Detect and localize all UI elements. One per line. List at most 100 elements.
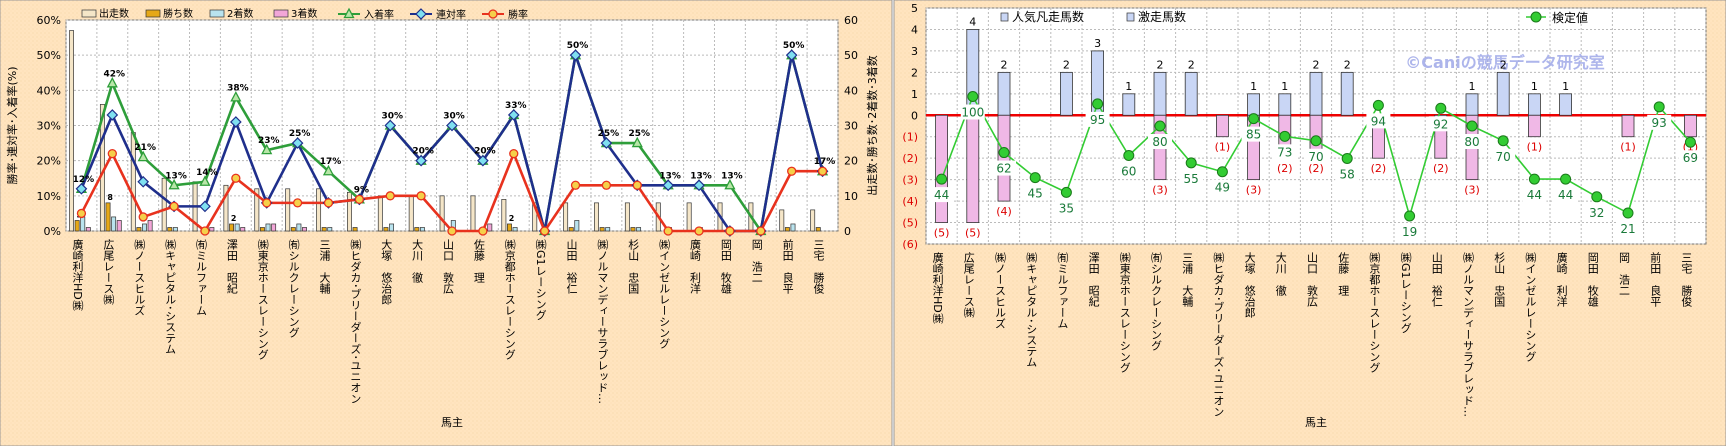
chart2-bar-popular	[1278, 93, 1292, 116]
chart2-value-label: 80	[1464, 135, 1479, 149]
chart1-marker	[415, 154, 427, 167]
chart1-legend-marker	[343, 7, 355, 19]
chart1-bar-0	[377, 195, 383, 232]
chart1-marker	[137, 175, 150, 188]
chart2-y-tick: (2)	[902, 152, 918, 165]
chart2-marker	[1404, 210, 1416, 222]
chart2-marker	[1435, 102, 1447, 114]
chart2-value-label: 49	[1215, 181, 1230, 195]
chart1-bar-0	[347, 191, 352, 232]
chart2-value-label: 70	[1308, 150, 1323, 164]
chart1-bar-1	[229, 223, 234, 232]
chart1-bar-0	[69, 30, 74, 232]
chart1-category-label: 杉山 忠国	[627, 238, 640, 295]
chart2-bottom-label: (1)	[1620, 141, 1636, 154]
chart1-marker	[291, 137, 304, 149]
chart1-bar-1	[167, 227, 173, 232]
chart1-ylabel-left: 勝率･連対率･入着率(%)	[5, 66, 19, 184]
chart1-category-label: ㈱G1レーシング	[534, 239, 547, 321]
chart2-value-box	[1335, 166, 1360, 182]
chart1-point-label: 25%	[629, 129, 651, 139]
chart2-value-box	[1678, 150, 1703, 166]
chart1-legend-label: 出走数	[99, 7, 129, 20]
chart1-marker	[261, 143, 273, 155]
chart1-bar-2	[605, 227, 611, 232]
chart2-value-box	[1584, 204, 1609, 220]
chart1-marker	[477, 154, 489, 167]
chart1-yleft-tick: 20%	[37, 155, 61, 168]
chart2-category-label: 広尾レース㈱	[962, 252, 975, 318]
chart1-bar-1	[383, 227, 389, 232]
chart1-bar-0	[594, 202, 599, 232]
chart1-marker	[693, 179, 705, 192]
chart2-category-label: 大塚 悠治郎	[1243, 251, 1256, 318]
chart1-bar-0	[161, 177, 167, 232]
chart1-bar-2	[512, 227, 518, 232]
chart2-marker	[1279, 130, 1291, 142]
chart2-category-label: 大川 徹	[1274, 251, 1287, 296]
chart1-bar-2	[265, 223, 271, 232]
chart2-marker	[1185, 157, 1197, 169]
chart2-top-label: 2	[1313, 58, 1320, 71]
chart1-bar-1	[74, 220, 80, 232]
chart1-ylabel-right: 出走数･勝ち数･2着数･3着数	[865, 55, 879, 196]
chart2-category-label: ㈲ミルファーム	[1056, 252, 1069, 329]
chart2-value-label: 70	[1496, 150, 1511, 164]
chart1-marker	[817, 166, 828, 176]
chart2-marker	[1466, 120, 1478, 132]
chart1-category-label: ㈱ヒダカ･ブリーダーズ･ユニオン	[349, 239, 362, 404]
chart1-bar-3	[302, 227, 307, 232]
chart2-top-label: 1	[1281, 80, 1288, 93]
chart1-marker	[632, 180, 642, 190]
chart2-bar-upset	[1216, 114, 1229, 138]
chart2-marker	[1528, 173, 1540, 185]
chart2-marker	[1310, 135, 1322, 147]
chart2-y-tick: 2	[911, 66, 918, 79]
chart1-legend-label: 連対率	[436, 8, 466, 21]
chart2-bar-popular	[997, 71, 1011, 116]
chart2-marker	[1248, 113, 1260, 125]
chart2-category-label: ㈱東京ホースレーシング	[1118, 252, 1131, 373]
chart2-value-box	[992, 160, 1016, 176]
chart2-marker	[1653, 101, 1665, 113]
chart2-value-label: 92	[1433, 117, 1448, 131]
chart1-legend-label: 勝率	[508, 8, 528, 21]
chart1-marker	[169, 201, 179, 212]
chart1-marker	[785, 49, 798, 62]
chart1-bar-label: 8	[107, 193, 113, 202]
chart1-bar-1	[105, 202, 111, 232]
chart1-legend-swatch	[81, 9, 97, 18]
chart2-top-label: 2	[1063, 58, 1070, 71]
chart1-legend: 出走数 勝ち数 2着数 3着数 入着率 連対率 勝率	[81, 7, 528, 21]
chart1-category-label: ㈲ミルファーム	[194, 239, 207, 316]
chart2-top-label: 1	[1125, 80, 1132, 93]
chart1-marker	[631, 136, 643, 148]
chart2-value-label: 35	[1059, 201, 1074, 215]
chart2-value-label: 95	[1090, 113, 1105, 127]
chart2-top-label: 2	[1001, 58, 1008, 71]
chart1-bar-1	[321, 227, 327, 232]
chart2-value-box	[1241, 126, 1266, 142]
chart2-category-label: 廣崎利洋HD㈱	[931, 251, 944, 324]
chart2-marker	[1591, 191, 1603, 203]
chart1-point-label: 13%	[721, 171, 743, 181]
chart2-category-label: ㈲シルクレーシング	[1150, 252, 1163, 351]
chart2-top-label: 1	[1250, 80, 1257, 93]
chart2-bottom-label: (2)	[1277, 162, 1293, 175]
chart2-value-label: 73	[1277, 145, 1292, 159]
chart2-bar-popular	[1122, 93, 1136, 116]
chart2-value-box	[1148, 134, 1172, 149]
chart2-value-label: 94	[1371, 114, 1386, 128]
chart1-point-label: 13%	[165, 171, 187, 181]
chart1-marker	[787, 166, 797, 176]
chart1-bar-label: 2	[231, 214, 237, 223]
chart1-legend-label: 2着数	[227, 7, 253, 20]
chart1-yright-tick: 10	[844, 190, 858, 203]
chart1-category-label: ㈱東京ホースレーシング	[256, 239, 269, 360]
chart1-bar-label: 2	[509, 214, 515, 223]
chart1-marker	[600, 137, 613, 149]
chart1-marker	[725, 226, 735, 236]
chart2-xlabel: 馬主	[1305, 416, 1327, 429]
chart2-value-label: 62	[996, 162, 1011, 176]
